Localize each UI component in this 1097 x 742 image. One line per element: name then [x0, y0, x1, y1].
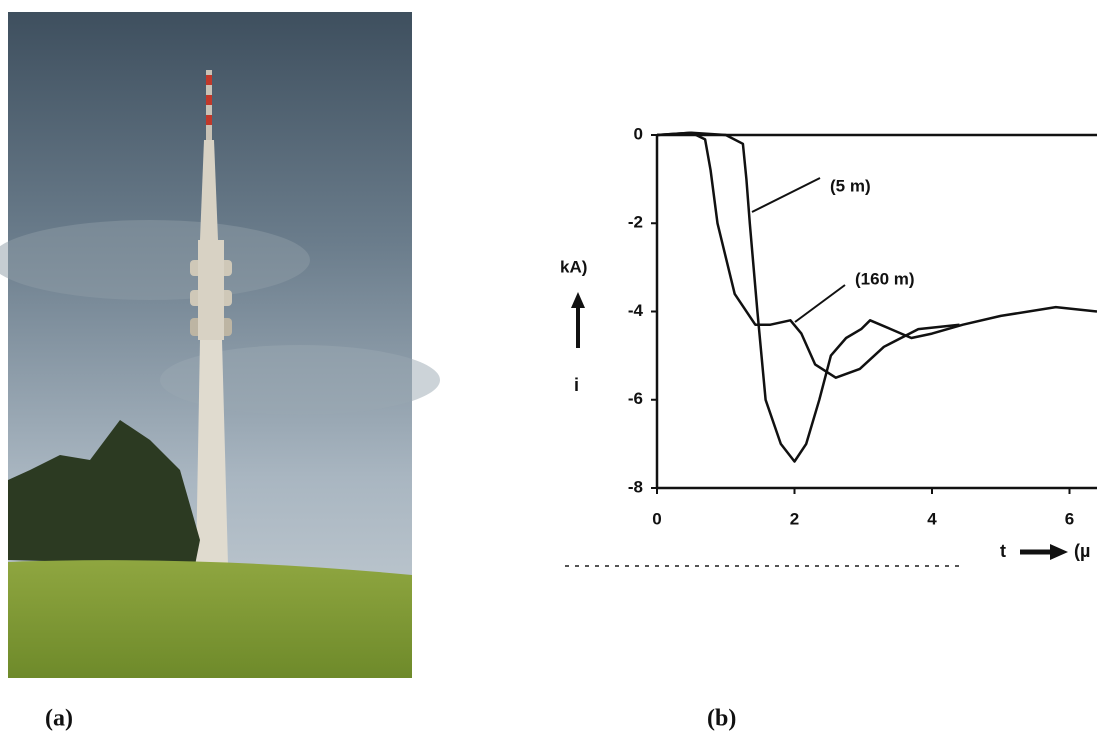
x-tick-label: 0: [652, 509, 661, 528]
leader-line: [751, 177, 821, 213]
y-tick-label: -6: [628, 389, 643, 408]
annotation: (5 m): [830, 176, 871, 195]
x-axis-label: t: [1000, 541, 1006, 561]
y-axis-label: kA): [560, 257, 587, 276]
y-tick-label: -2: [628, 213, 643, 232]
x-tick-label: 2: [790, 509, 799, 528]
photo: [0, 12, 440, 678]
x-axis-unit: (µ: [1074, 541, 1090, 561]
y-tick-label: -4: [628, 301, 644, 320]
arrow-head: [1050, 544, 1068, 560]
leader-line: [794, 284, 846, 323]
annotation: (160 m): [855, 269, 915, 288]
arrow-head: [571, 292, 585, 308]
y-axis-symbol: i: [574, 375, 579, 395]
series-line: [656, 131, 960, 379]
y-tick-label: -8: [628, 477, 643, 496]
x-tick-label: 4: [927, 509, 937, 528]
x-tick-label: 6: [1065, 509, 1074, 528]
caption: (b): [707, 706, 736, 732]
caption: (a): [45, 706, 73, 732]
y-tick-label: 0: [634, 124, 643, 143]
series-line: [656, 131, 1097, 463]
